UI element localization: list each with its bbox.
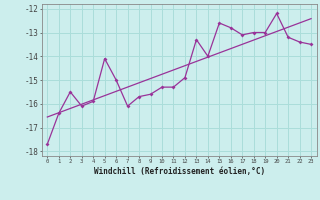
X-axis label: Windchill (Refroidissement éolien,°C): Windchill (Refroidissement éolien,°C) bbox=[94, 167, 265, 176]
